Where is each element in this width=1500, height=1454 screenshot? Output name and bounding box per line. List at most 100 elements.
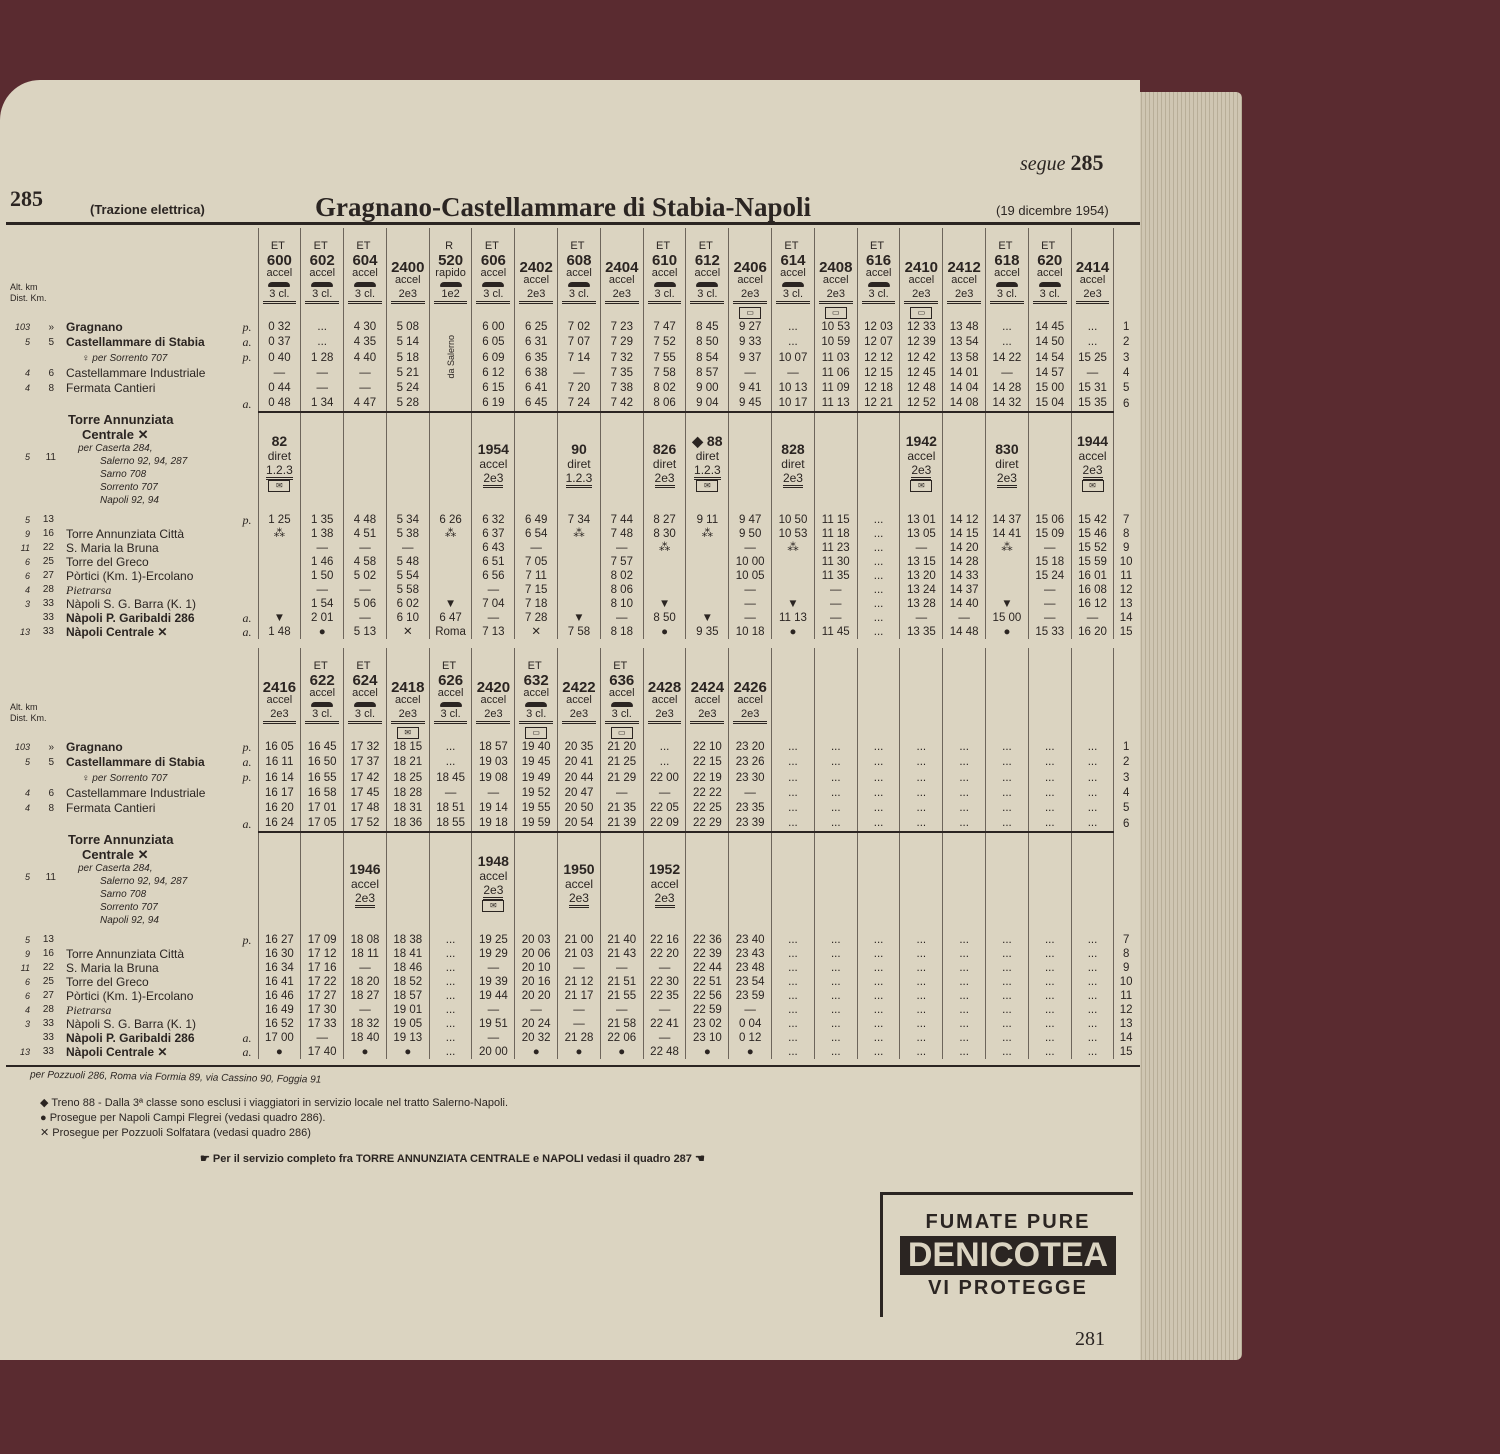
footnote: ● Prosegue per Napoli Campi Flegrei (ved… — [40, 1112, 326, 1124]
time-cell: ... — [856, 1045, 900, 1059]
service-code: ET — [442, 660, 457, 672]
train-header: 2404 accel 2e3 — [599, 228, 644, 304]
time-cell: ... — [985, 961, 1029, 975]
time-cell: — — [471, 961, 515, 975]
train-number: 2404 — [605, 258, 639, 276]
time-cell: ... — [1027, 933, 1072, 947]
time-cell: 15 06 — [1027, 513, 1072, 527]
time-cell: ... — [813, 961, 858, 975]
train-number: 610 — [652, 251, 678, 269]
service-icon-cell — [856, 724, 900, 740]
train-header — [771, 648, 815, 724]
time-cell: 12 12 — [856, 350, 900, 366]
connecting-train-number: 1944 — [1076, 433, 1109, 449]
time-cell: ... — [985, 1003, 1029, 1017]
time-cell — [428, 350, 472, 366]
time-cell: 7 18 — [514, 597, 558, 611]
time-cell: ... — [856, 569, 900, 583]
time-cell: 6 19 — [471, 396, 515, 413]
time-cell — [985, 569, 1029, 583]
time-cell: ... — [899, 755, 943, 770]
train-class: 3 cl. — [312, 707, 333, 720]
time-cell: 10 13 — [771, 381, 815, 396]
station-row-label: a. 33 Nàpoli P. Garibaldi 286 — [8, 1031, 258, 1045]
station-name: Pòrtici (Km. 1)-Ercolano — [66, 569, 194, 583]
connecting-class-wrap: 2e3 — [654, 470, 675, 488]
arr-dep-marker: a. — [242, 816, 252, 831]
train-class: 2e3 — [740, 287, 760, 300]
time-cell: ... — [813, 989, 858, 1003]
time-cell: 14 57 — [1027, 366, 1072, 381]
time-cell: 14 28 — [942, 555, 986, 569]
row-number: 2 — [1113, 755, 1138, 770]
train-header: ET 636 accel 3 cl. — [599, 648, 644, 724]
time-cell: ✕ — [514, 625, 558, 639]
service-code: ET — [1041, 240, 1056, 252]
time-cell: — — [343, 541, 387, 555]
time-cell: 17 09 — [300, 933, 344, 947]
time-cell: 5 48 — [385, 555, 430, 569]
railcar-icon — [268, 281, 291, 287]
altitude: 11 — [20, 543, 30, 553]
time-cell: ... — [771, 335, 815, 350]
service-icon-cell — [942, 724, 986, 740]
service-icon-cell — [813, 724, 858, 740]
time-cell: 5 58 — [385, 583, 430, 597]
time-cell — [557, 597, 601, 611]
time-cell: ... — [428, 1017, 472, 1031]
train-header: ET 632 accel 3 cl. — [514, 648, 558, 724]
train-type: accel — [651, 267, 678, 279]
station-row-label: 4 6 Castellammare Industriale — [8, 366, 258, 381]
time-cell: 0 12 — [728, 1031, 772, 1045]
time-cell: ... — [899, 740, 943, 755]
connection-line: Sorrento 707 — [100, 902, 158, 913]
time-cell: — — [728, 611, 772, 625]
time-cell: 14 37 — [985, 513, 1029, 527]
time-cell: ... — [428, 1031, 472, 1045]
altitude: 6 — [24, 991, 30, 1001]
railcar-icon — [610, 701, 633, 707]
time-cell: 6 26 — [428, 513, 472, 527]
time-cell: 20 50 — [557, 801, 601, 816]
train-header: ET 600 accel 3 cl. — [257, 228, 301, 304]
time-cell: — — [343, 1003, 387, 1017]
row-number: 13 — [1113, 597, 1138, 611]
row-number: 1 — [1113, 320, 1138, 335]
train-number: 2408 — [819, 258, 853, 276]
altitude: 6 — [24, 571, 30, 581]
time-cell: — — [985, 366, 1029, 381]
connecting-train-cell — [813, 412, 858, 513]
time-cell: — — [257, 366, 301, 381]
time-cell: 22 22 — [685, 786, 729, 801]
time-cell: 13 01 — [899, 513, 943, 527]
time-cell: — — [1070, 366, 1114, 381]
time-cell: 13 24 — [899, 583, 943, 597]
train-header: ET 616 accel 3 cl. — [856, 228, 900, 304]
time-cell: ... — [1070, 1031, 1114, 1045]
time-cell — [557, 583, 601, 597]
station-name: Nàpoli Centrale ✕ — [66, 1045, 168, 1059]
train-type: accel — [437, 687, 464, 699]
time-cell: 20 54 — [557, 816, 601, 833]
train-number: 2426 — [733, 678, 767, 696]
train-header — [985, 648, 1029, 724]
station-row-label: 6 25 Torre del Greco — [8, 555, 258, 569]
time-cell: ... — [856, 555, 900, 569]
connecting-train-type: accel — [350, 876, 379, 891]
time-cell: 20 06 — [514, 947, 558, 961]
connecting-train-cell — [385, 832, 430, 933]
train-type: accel — [822, 274, 849, 286]
time-cell: 22 30 — [642, 975, 686, 989]
time-cell: 15 18 — [1027, 555, 1072, 569]
time-cell: 19 18 — [471, 816, 515, 833]
time-cell: 8 54 — [685, 350, 729, 366]
train-number: 636 — [609, 671, 635, 689]
time-cell: ⁂ — [685, 527, 729, 541]
time-cell: 7 28 — [514, 611, 558, 625]
connecting-train-class: 2e3 — [1082, 463, 1103, 477]
time-cell: 12 18 — [856, 381, 900, 396]
time-cell: 7 52 — [642, 335, 686, 350]
time-cell: 11 09 — [813, 381, 858, 396]
distance: 11 — [45, 872, 56, 883]
timetable-frame — [6, 222, 1140, 1067]
